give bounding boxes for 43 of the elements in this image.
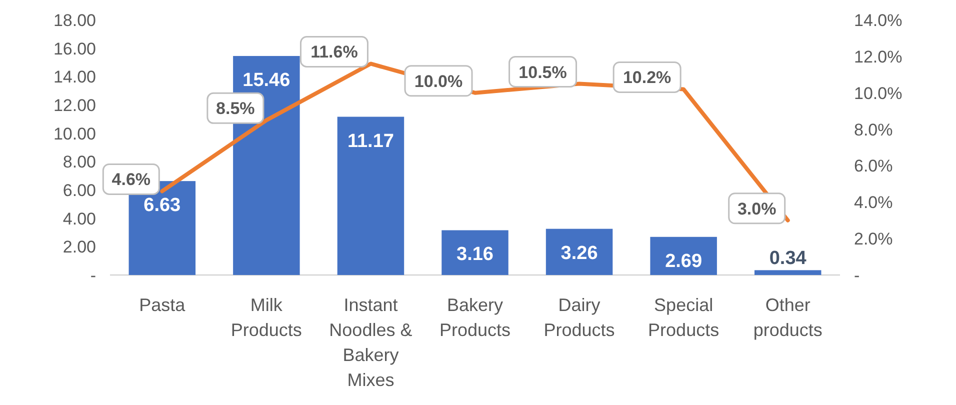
y-tick-label: 10.00 bbox=[53, 124, 96, 144]
x-tick-label: Instant Noodles & Bakery Mixes bbox=[329, 295, 412, 390]
x-tick-label: Milk Products bbox=[230, 295, 302, 340]
y-tick-label: 2.00 bbox=[62, 238, 96, 257]
y-tick-label: 18.00 bbox=[53, 11, 96, 30]
y2-tick-label: 2.0% bbox=[854, 230, 893, 249]
x-tick-label: Other products bbox=[753, 295, 822, 340]
data-label: 4.6% bbox=[112, 170, 151, 190]
data-label: 3.26 bbox=[560, 242, 598, 264]
x-tick-label: Pasta bbox=[139, 295, 186, 315]
data-label: 11.17 bbox=[347, 130, 394, 152]
data-label: 11.6% bbox=[310, 42, 358, 62]
y2-tick-label: 6.0% bbox=[854, 156, 893, 176]
y2-tick-label: 14.0% bbox=[854, 11, 902, 30]
y-tick-label: 14.00 bbox=[53, 68, 96, 87]
data-label: 6.63 bbox=[144, 195, 181, 216]
x-tick-label: Special Products bbox=[648, 295, 720, 340]
bar bbox=[754, 270, 822, 275]
y2-tick-label: 8.0% bbox=[854, 120, 893, 140]
bar bbox=[442, 230, 508, 275]
data-label: 0.34 bbox=[769, 248, 807, 270]
y-tick-label: - bbox=[90, 266, 96, 285]
y2-tick-label: - bbox=[854, 266, 860, 285]
y-tick-label: 16.00 bbox=[53, 39, 96, 58]
data-label: 10.2% bbox=[622, 68, 672, 88]
y-tick-label: 6.00 bbox=[62, 181, 96, 200]
data-label: 3.16 bbox=[456, 244, 494, 266]
y-tick-label: 12.00 bbox=[53, 96, 96, 115]
data-label: 10.5% bbox=[518, 62, 567, 82]
data-label: 10.0% bbox=[414, 72, 463, 91]
y-tick-label: 8.00 bbox=[62, 152, 96, 172]
x-tick-label: Bakery Products bbox=[439, 295, 511, 340]
x-tick-label: Dairy Products bbox=[544, 295, 615, 340]
bar bbox=[337, 116, 404, 275]
data-label: 3.0% bbox=[737, 199, 776, 218]
data-label: 8.5% bbox=[216, 99, 255, 118]
data-label: 2.69 bbox=[665, 250, 702, 272]
y2-tick-label: 4.0% bbox=[854, 193, 893, 212]
y2-tick-label: 10.0% bbox=[854, 84, 902, 103]
y-tick-label: 4.00 bbox=[62, 209, 96, 228]
data-label: 15.46 bbox=[242, 70, 290, 91]
y2-tick-label: 12.0% bbox=[854, 47, 902, 66]
bar bbox=[546, 228, 613, 275]
